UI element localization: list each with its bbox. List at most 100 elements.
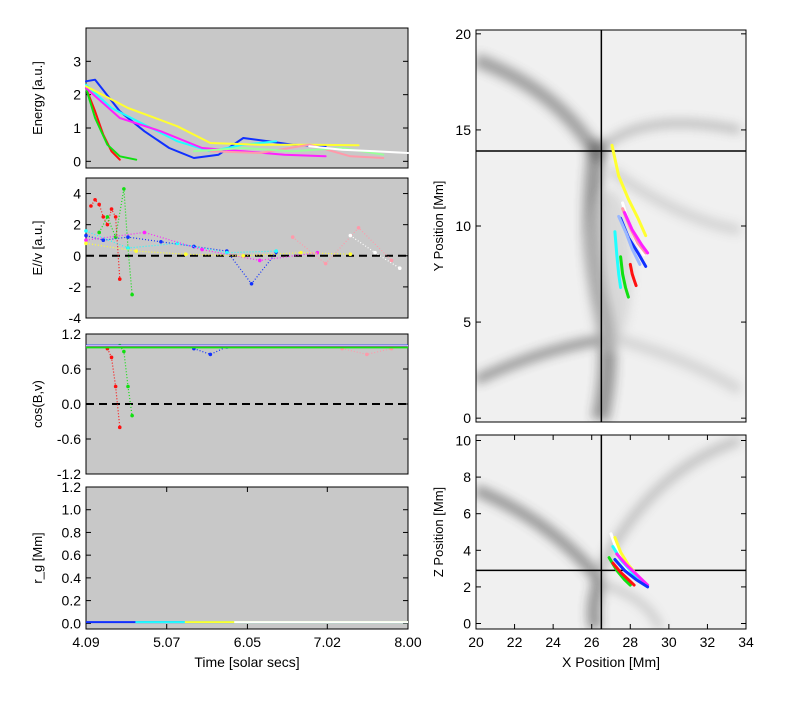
xz-ytick-label: 0 (463, 616, 471, 632)
eparallel-point-red (101, 215, 106, 219)
ylabel-energy: Energy [a.u.] (30, 61, 45, 135)
energy-ytick-label: 3 (73, 53, 81, 69)
eparallel-point-yellow (241, 253, 246, 258)
xz-xtick-label: 24 (545, 634, 561, 650)
eparallel-point-yellow (134, 249, 139, 253)
eparallel-point-yellow (183, 252, 188, 257)
eparallel-point-blue (159, 239, 163, 244)
eparallel-point-blue (84, 233, 88, 238)
eparallel-ytick-label: 4 (73, 186, 81, 202)
rg-xtick-label: 6.05 (234, 634, 261, 650)
panel-xz-frame (475, 434, 747, 630)
eparallel-point-green (122, 187, 126, 191)
panel-energy-bg (85, 27, 409, 169)
xlabel-time: Time [solar secs] (194, 654, 299, 670)
xy-series-lightblue (617, 214, 642, 266)
eparallel-point-white (348, 233, 353, 238)
energy-series-magenta (85, 87, 327, 158)
xz-xtick-label: 22 (507, 634, 523, 650)
xz-series-magenta (615, 552, 650, 587)
xy-ytick-label: 15 (455, 122, 471, 138)
cosbv-ytick-label: -1.2 (57, 466, 81, 482)
eparallel-point-yellow (348, 252, 353, 257)
eparallel-ytick-label: 0 (73, 248, 81, 264)
xz-xtick-label: 34 (738, 634, 754, 650)
eparallel-point-blue (101, 238, 106, 243)
eparallel-point-magenta (84, 238, 88, 243)
ylabel-rg: r_g [Mm] (30, 532, 45, 583)
energy-series-pink (209, 143, 385, 159)
xy-ytick-label: 10 (455, 218, 471, 234)
rg-ytick-label: 1.2 (62, 479, 82, 495)
energy-ytick-label: 2 (73, 87, 81, 103)
eparallel-point-white (373, 250, 377, 255)
xz-series-red (611, 561, 636, 587)
xz-ytick-label: 6 (463, 506, 471, 522)
eparallel-ytick-label: -4 (69, 310, 82, 326)
xz-xtick-label: 32 (700, 634, 716, 650)
rg-ytick-label: 0.8 (62, 524, 82, 540)
cosbv-series-red (106, 348, 121, 428)
xy-ytick-label: 0 (463, 410, 471, 426)
cosbv-point-green (122, 349, 126, 354)
rg-ytick-label: 0.4 (62, 570, 82, 586)
eparallel-point-cyan (175, 241, 180, 246)
rg-ytick-label: 0.2 (62, 593, 82, 609)
panel-rg-bg (85, 486, 409, 630)
cosbv-series-green (119, 345, 133, 416)
rg-ytick-label: 0.6 (62, 547, 82, 563)
eparallel-series-yellow (85, 242, 351, 257)
cosbv-ytick-label: 1.2 (62, 326, 82, 342)
xy-ytick-label: 5 (463, 314, 471, 330)
xy-series-red (628, 262, 638, 288)
cosbv-ytick-label: 0.0 (62, 396, 82, 412)
xy-series-cyan (613, 230, 623, 289)
xlabel-xposition: X Position [Mm] (562, 654, 660, 670)
xy-series-magenta (623, 211, 650, 255)
rg-xtick-label: 5.07 (153, 634, 180, 650)
xz-image (476, 435, 746, 629)
cosbv-ytick-label: -0.6 (57, 431, 81, 447)
rg-xtick-label: 8.00 (394, 634, 421, 650)
rg-xtick-label: 4.09 (72, 634, 99, 650)
eparallel-point-cyan (274, 249, 279, 253)
eparallel-ytick-label: 2 (73, 217, 81, 233)
ylabel-xz: Z Position [Mm] (431, 487, 446, 577)
eparallel-series-green (98, 188, 133, 295)
ylabel-cosbv: cos(B,v) (30, 380, 45, 428)
ylabel-eparallel: E//v [a.u.] (30, 221, 45, 276)
xz-xtick-label: 20 (468, 634, 484, 650)
ylabel-xy: Y Position [Mm] (431, 181, 446, 272)
xz-xtick-label: 30 (661, 634, 677, 650)
eparallel-point-cyan (225, 250, 229, 255)
xz-ytick-label: 8 (463, 469, 471, 485)
xz-xtick-label: 28 (622, 634, 638, 650)
xy-series-green (619, 255, 630, 299)
xy-series-yellow (610, 143, 648, 238)
rg-ytick-label: 1.0 (62, 502, 82, 518)
eparallel-point-pink (389, 258, 394, 263)
eparallel-point-magenta (200, 247, 204, 252)
cosbv-point-pink (365, 352, 369, 357)
cosbv-point-green (130, 413, 134, 418)
energy-ytick-label: 0 (73, 153, 81, 169)
eparallel-point-red (105, 222, 110, 227)
eparallel-series-cyan (85, 230, 277, 254)
panel-eparallel-bg (85, 177, 409, 319)
cosbv-point-red (117, 425, 122, 430)
xz-ytick-label: 10 (455, 432, 471, 448)
xz-series-blue (613, 558, 650, 589)
eparallel-point-green (97, 230, 101, 235)
rg-ytick-label: 0.0 (62, 615, 82, 631)
eparallel-point-red (97, 202, 101, 207)
eparallel-point-cyan (84, 229, 88, 233)
eparallel-point-magenta (142, 230, 147, 235)
eparallel-point-green (130, 292, 134, 297)
energy-ytick-label: 1 (73, 120, 81, 136)
energy-series-white (308, 145, 409, 154)
eparallel-point-red (117, 277, 122, 281)
xy-ytick-label: 20 (455, 26, 471, 42)
xy-image (476, 30, 746, 422)
cosbv-ytick-label: 0.6 (62, 361, 82, 377)
